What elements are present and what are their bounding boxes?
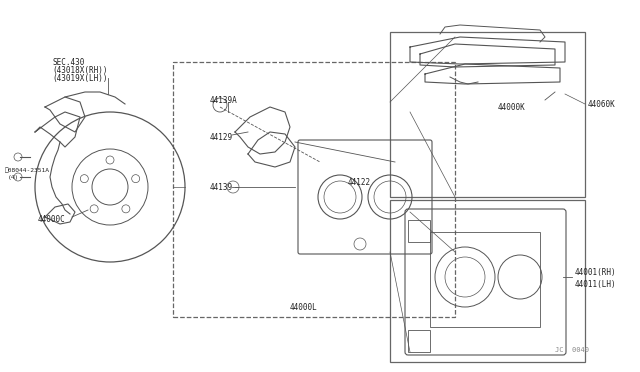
Bar	[390, 32, 585, 197]
Text: 44139: 44139	[210, 183, 233, 192]
Bar	[173, 62, 455, 317]
Text: 44000L: 44000L	[290, 302, 317, 311]
Text: (43018X(RH)): (43018X(RH))	[52, 65, 108, 74]
Text: 44129: 44129	[210, 132, 233, 141]
Text: 44001(RH): 44001(RH)	[575, 267, 616, 276]
Text: 44139A: 44139A	[210, 96, 237, 105]
Text: 44000K: 44000K	[498, 103, 525, 112]
Bar	[430, 232, 540, 327]
Bar	[408, 220, 430, 242]
Text: 08044-2351A: 08044-2351A	[5, 167, 50, 173]
Bar	[390, 200, 585, 362]
Text: SEC.430: SEC.430	[52, 58, 84, 67]
Text: 44122: 44122	[348, 177, 371, 186]
Text: 44060K: 44060K	[588, 99, 616, 109]
Text: 44011(LH): 44011(LH)	[575, 279, 616, 289]
Text: JC  0040: JC 0040	[555, 347, 589, 353]
Text: (43019X(LH)): (43019X(LH))	[52, 74, 108, 83]
Bar	[408, 330, 430, 352]
Text: (4): (4)	[8, 174, 19, 180]
Text: 44000C: 44000C	[38, 215, 66, 224]
